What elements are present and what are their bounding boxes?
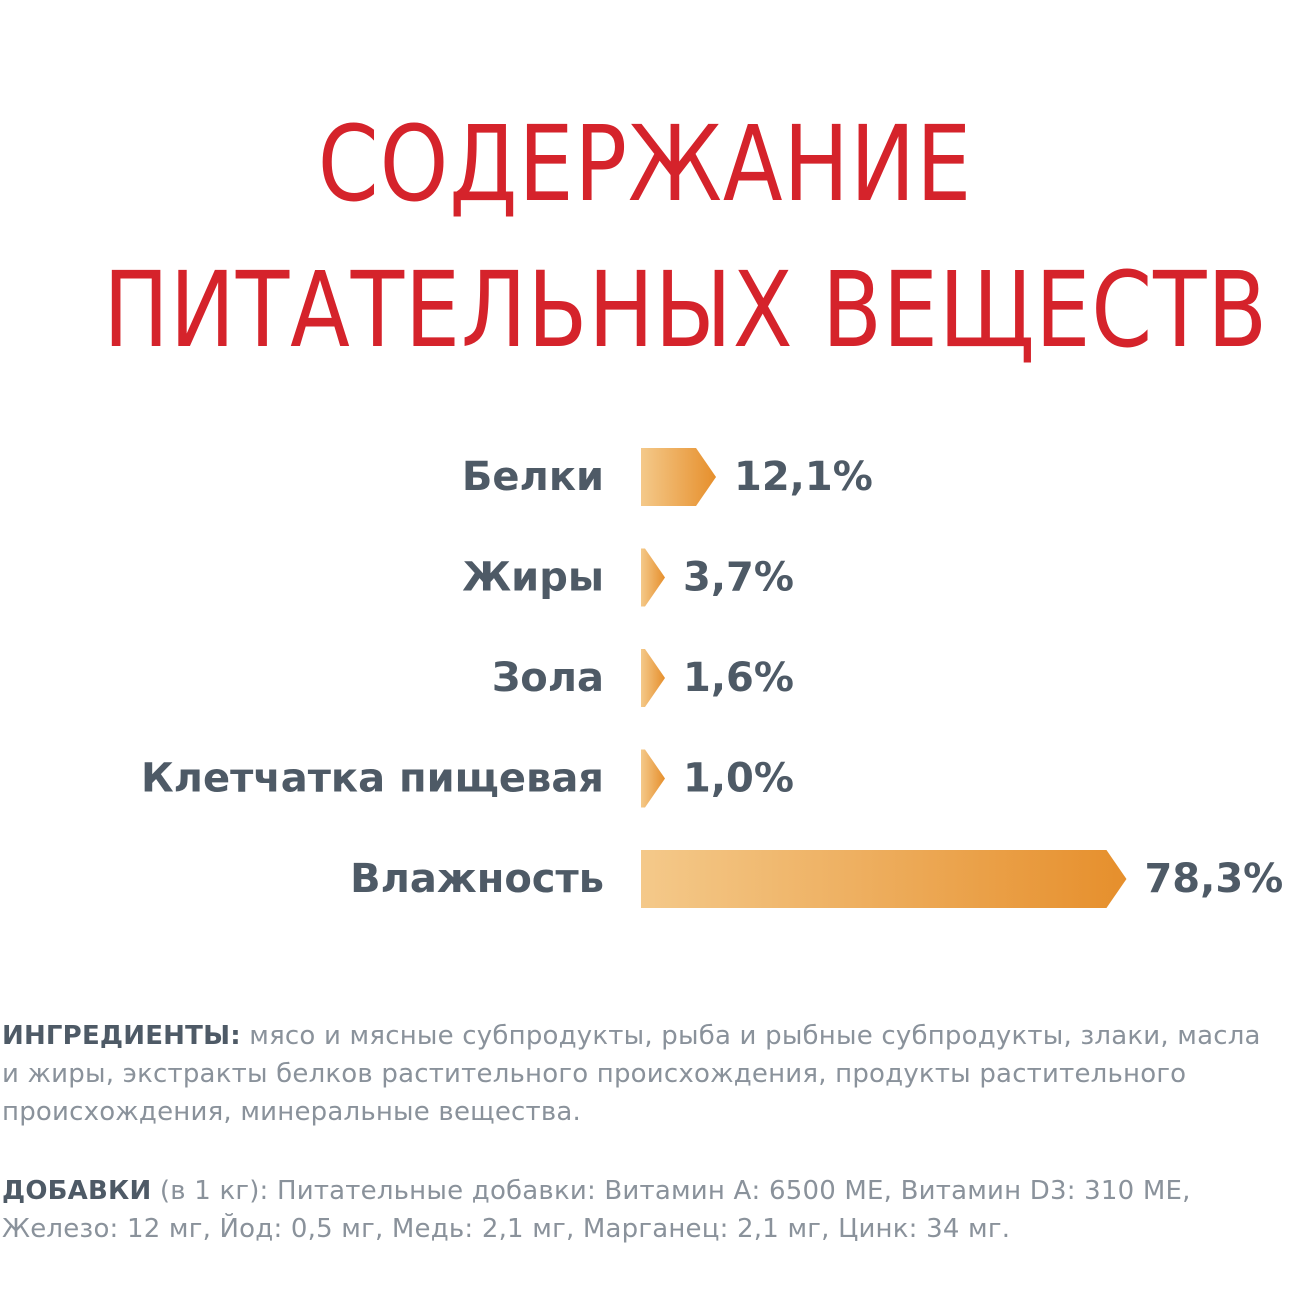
value-label-2: 1,6% [683, 655, 794, 701]
ingredients-text: мясо и мясные субпродукты, рыба и рыбные… [2, 1021, 1261, 1127]
nutrient-bar-chart: Белки 12,1% Жиры 3,7% Зола 1,6% Клетчатка пище… [141, 448, 1283, 908]
category-label-3: Клетчатка пищевая [141, 756, 604, 802]
bar-1 [641, 548, 665, 607]
additives-block: ДОБАВКИ (в 1 кг): Питательные добавки: В… [2, 1172, 1272, 1248]
value-label-1: 3,7% [683, 555, 794, 601]
value-label-0: 12,1% [734, 454, 873, 500]
category-label-4: Влажность [350, 856, 604, 902]
value-label-3: 1,0% [683, 756, 794, 802]
chart-title-line-1: СОДЕРЖАНИЕ [317, 103, 973, 225]
ingredients-block: ИНГРЕДИЕНТЫ: мясо и мясные субпродукты, … [2, 1017, 1272, 1131]
bar-3 [641, 749, 665, 808]
chart-title-line-2: ПИТАТЕЛЬНЫХ ВЕЩЕСТВ [103, 249, 1269, 371]
bar-4 [641, 850, 1127, 908]
value-label-4: 78,3% [1144, 856, 1283, 902]
category-label-2: Зола [492, 655, 604, 701]
category-label-0: Белки [462, 454, 604, 500]
bar-2 [641, 649, 665, 707]
ingredients-heading: ИНГРЕДИЕНТЫ: [2, 1021, 241, 1051]
bars-group: Белки 12,1% Жиры 3,7% Зола 1,6% Клетчатка пище… [141, 448, 1283, 908]
category-label-1: Жиры [462, 555, 604, 601]
bar-0 [641, 448, 717, 506]
additives-heading: ДОБАВКИ [2, 1176, 152, 1206]
additives-text: (в 1 кг): Питательные добавки: Витамин А… [2, 1176, 1191, 1244]
